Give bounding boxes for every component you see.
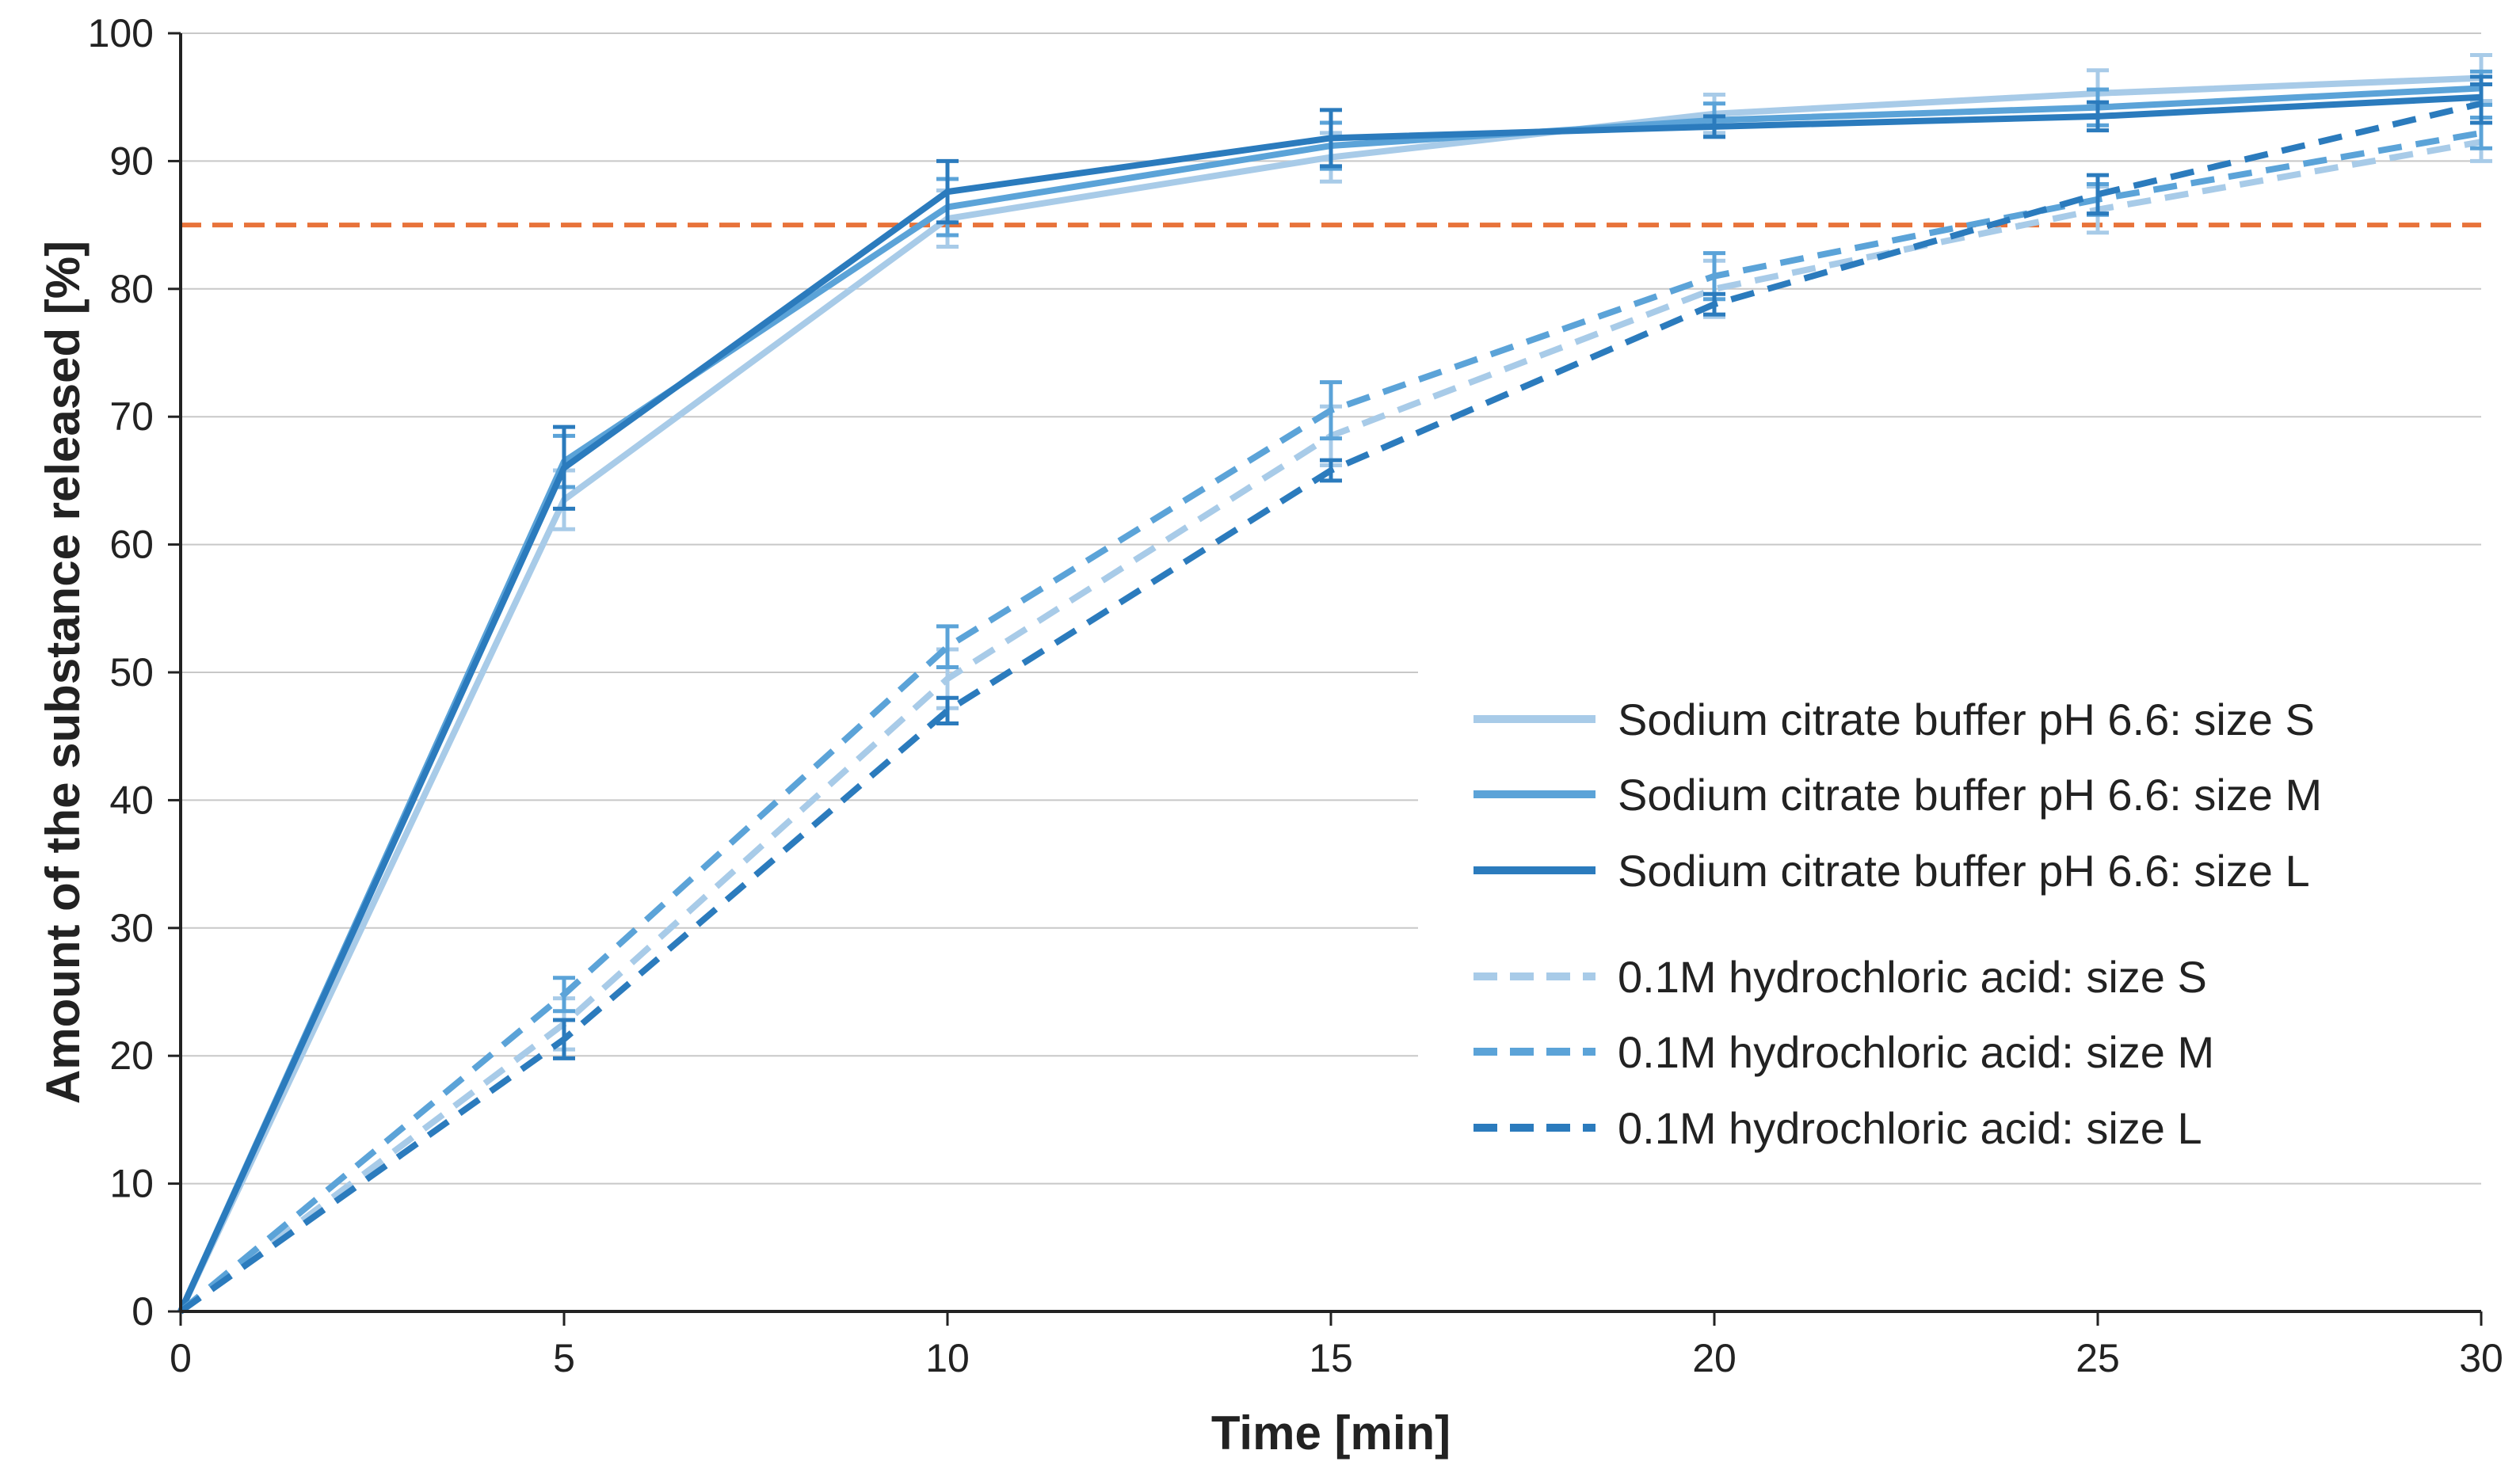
y-tick-label: 100 <box>88 11 154 55</box>
legend-item: 0.1M hydrochloric acid: size S <box>1473 952 2207 1002</box>
legend-background <box>1418 664 2495 1178</box>
legend-label: 0.1M hydrochloric acid: size S <box>1618 952 2207 1002</box>
legend-label: 0.1M hydrochloric acid: size L <box>1618 1103 2202 1153</box>
error-bar <box>553 424 575 511</box>
error-bar <box>2470 82 2492 125</box>
error-bar <box>2087 100 2109 133</box>
error-bar <box>936 624 959 670</box>
x-tick-label: 15 <box>1309 1336 1353 1380</box>
legend-item: Sodium citrate buffer pH 6.6: size S <box>1473 695 2315 744</box>
y-tick-label: 40 <box>109 778 154 822</box>
legend: Sodium citrate buffer pH 6.6: size S Sodi… <box>1418 664 2495 1178</box>
y-axis-title: Amount of the substance released [%] <box>36 241 90 1104</box>
error-bar <box>2087 173 2109 216</box>
error-bar <box>936 158 959 225</box>
x-axis-title: Time [min] <box>1211 1406 1451 1460</box>
legend-item: Sodium citrate buffer pH 6.6: size L <box>1473 846 2310 896</box>
error-bar <box>1703 114 1725 139</box>
legend-item: Sodium citrate buffer pH 6.6: size M <box>1473 770 2322 820</box>
error-bar <box>553 976 575 1014</box>
legend-item: 0.1M hydrochloric acid: size L <box>1473 1103 2202 1153</box>
legend-label: Sodium citrate buffer pH 6.6: size S <box>1618 695 2315 744</box>
legend-label: Sodium citrate buffer pH 6.6: size L <box>1618 846 2310 896</box>
error-bar <box>1320 380 1342 441</box>
x-tick-label: 20 <box>1692 1336 1737 1380</box>
legend-item: 0.1M hydrochloric acid: size M <box>1473 1027 2214 1077</box>
y-tick-label: 70 <box>109 394 154 439</box>
x-tick-label: 10 <box>925 1336 970 1380</box>
y-tick-label: 80 <box>109 267 154 311</box>
y-tick-label: 50 <box>109 650 154 695</box>
y-tick-label: 10 <box>109 1162 154 1206</box>
y-tick-label: 60 <box>109 523 154 567</box>
legend-label: 0.1M hydrochloric acid: size M <box>1618 1027 2214 1077</box>
y-tick-label: 0 <box>132 1289 154 1334</box>
series-6 <box>178 82 2492 1315</box>
x-tick-label: 0 <box>170 1336 192 1380</box>
y-tick-label: 30 <box>109 906 154 950</box>
error-bar <box>553 1018 575 1060</box>
series-group <box>177 52 2492 1315</box>
x-tick-label: 25 <box>2076 1336 2120 1380</box>
x-tick-label: 5 <box>553 1336 575 1380</box>
y-tick-label: 20 <box>109 1033 154 1078</box>
error-bar <box>1703 291 1725 317</box>
axes: 0 10 20 30 40 50 60 70 80 90 100 0 5 10 15 20 25 30 <box>88 11 2503 1380</box>
error-bar <box>1320 458 1342 483</box>
error-bar <box>936 695 959 726</box>
x-tick-label: 30 <box>2459 1336 2503 1380</box>
y-tick-label: 90 <box>109 139 154 183</box>
error-bar <box>1320 108 1342 169</box>
series-3 <box>177 74 2492 1313</box>
legend-label: Sodium citrate buffer pH 6.6: size M <box>1618 770 2322 820</box>
